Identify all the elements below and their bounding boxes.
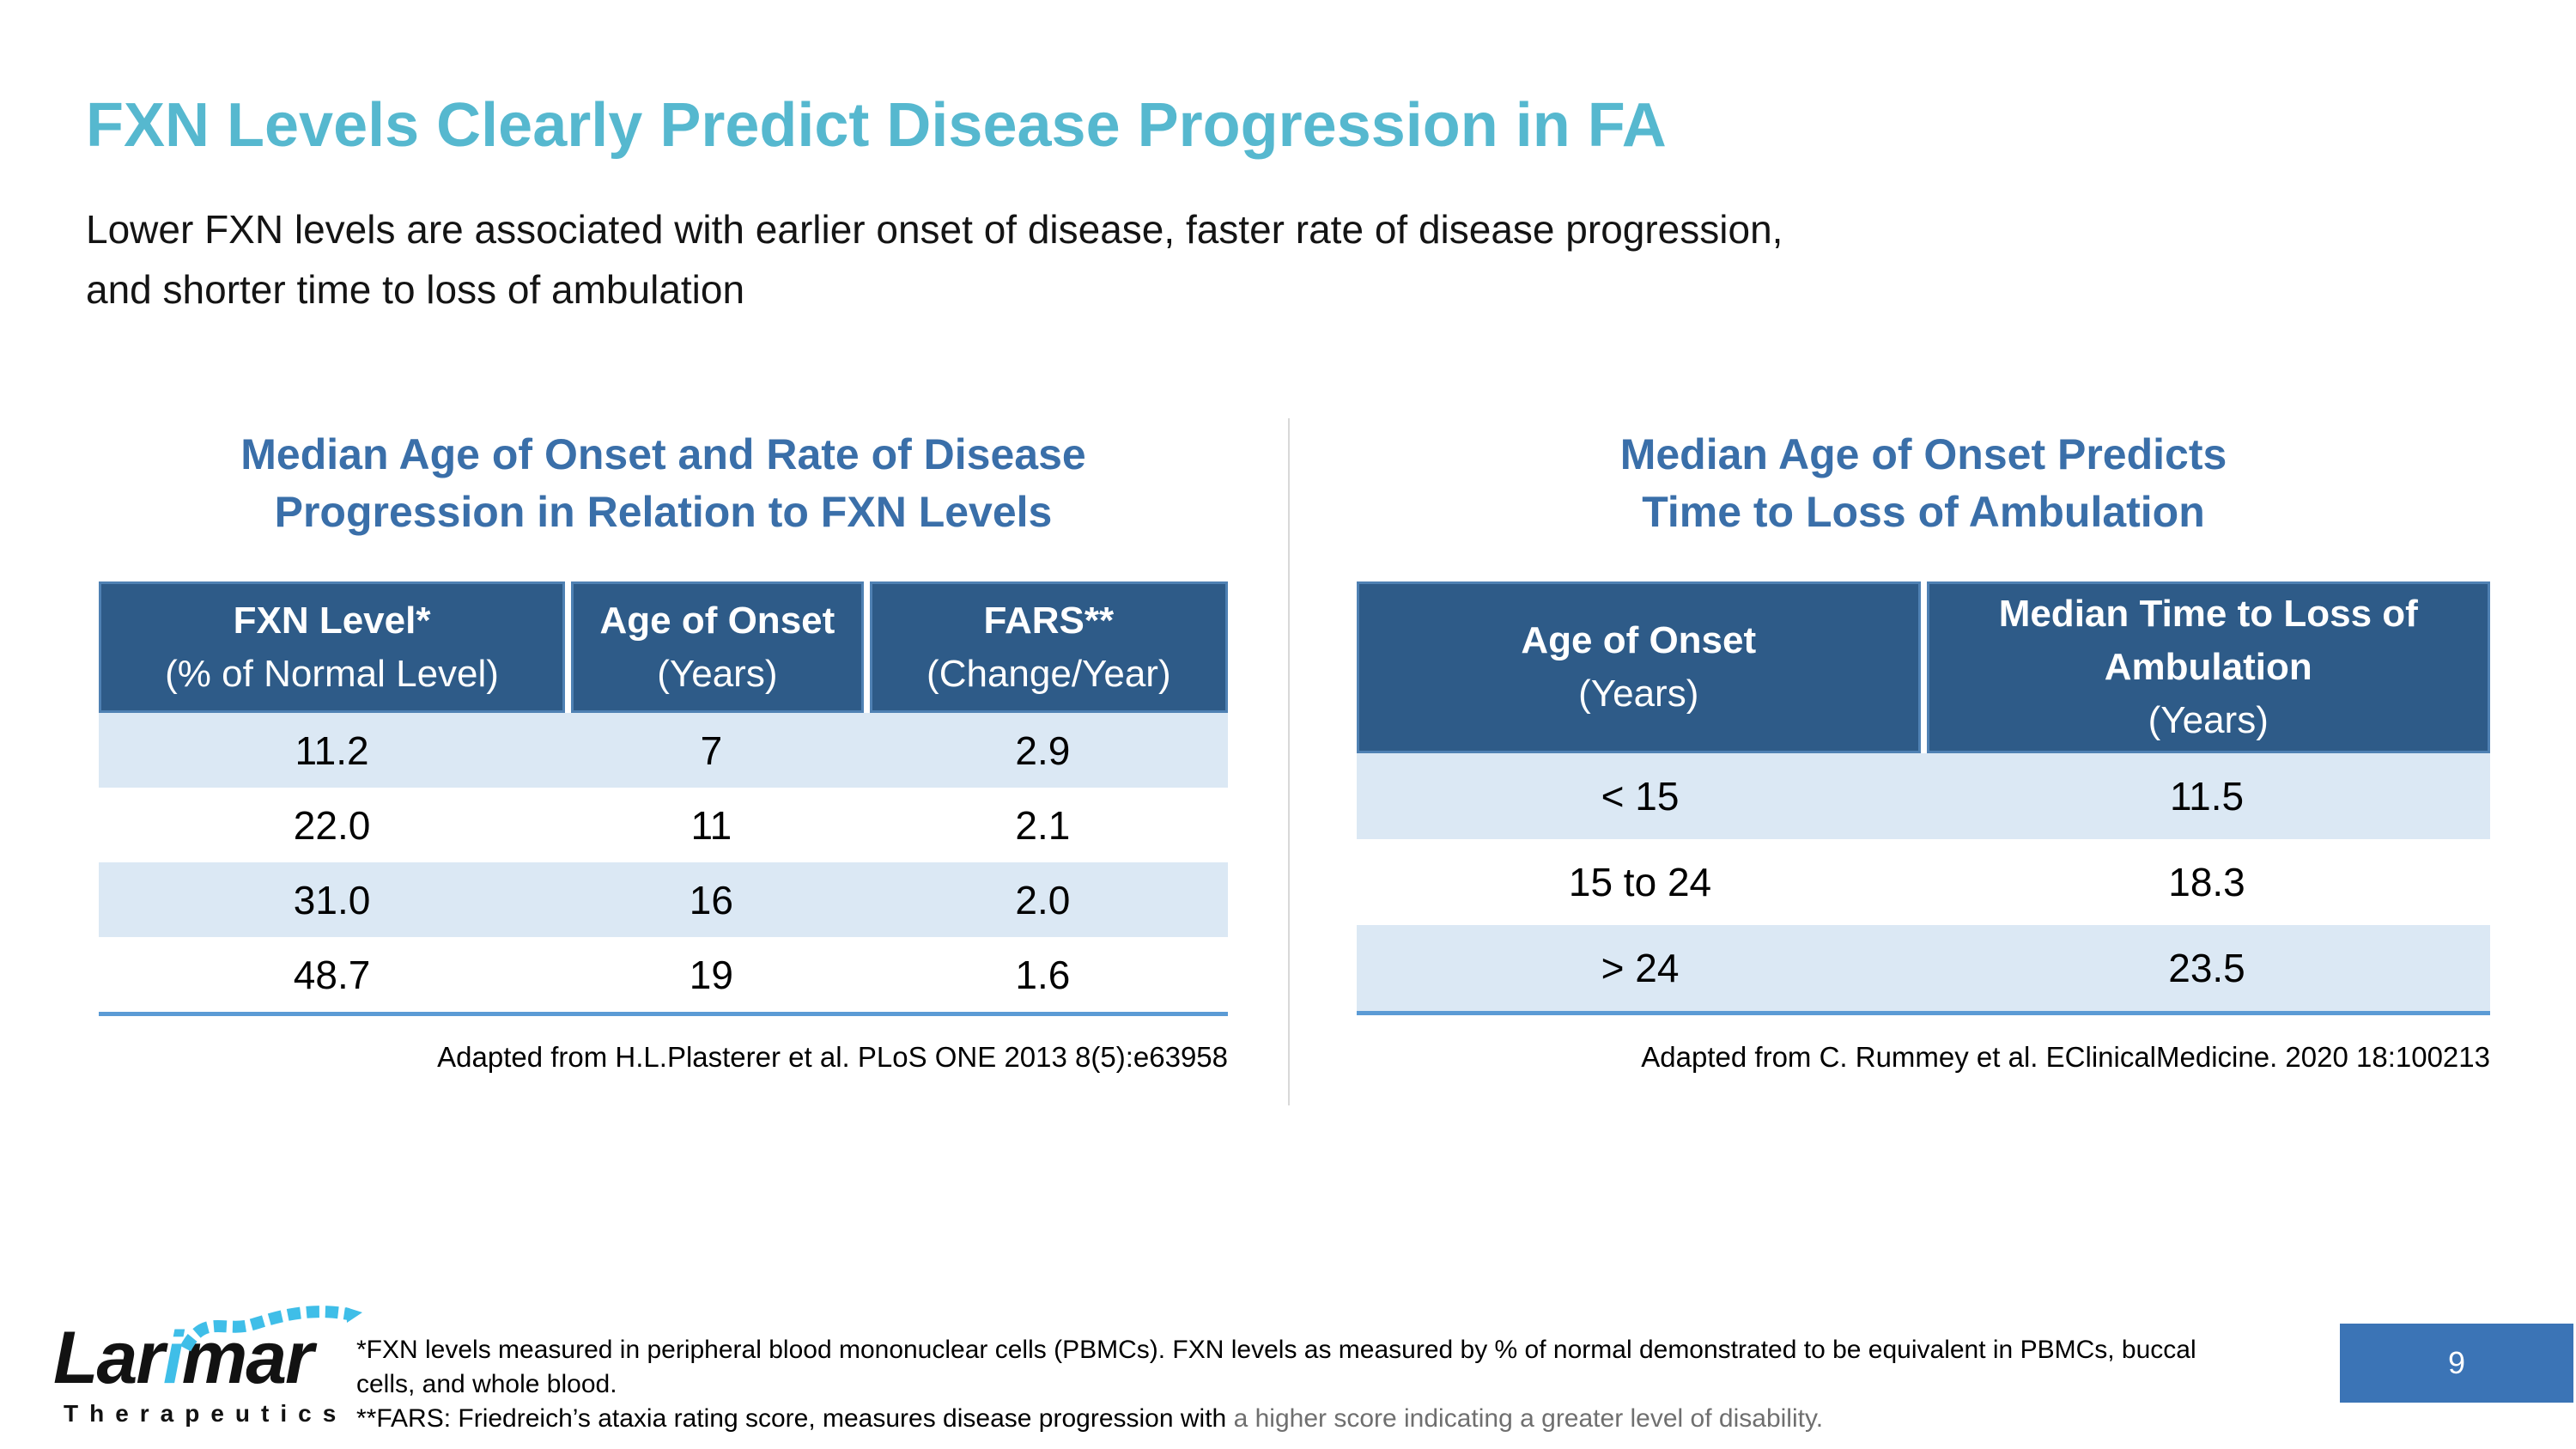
table-cell: 11.5 bbox=[2169, 774, 2245, 819]
table-cell: 7 bbox=[700, 728, 723, 773]
table-cell: > 24 bbox=[1601, 946, 1680, 990]
header-cell-fxn-level: FXN Level* (% of Normal Level) bbox=[99, 581, 566, 713]
header-sub-label: (% of Normal Level) bbox=[165, 652, 499, 695]
larimar-logo: Larimar Therapeutics bbox=[53, 1306, 362, 1428]
slide-subtitle: Lower FXN levels are associated with ear… bbox=[86, 207, 1783, 312]
table-cell: < 15 bbox=[1601, 774, 1680, 819]
footnote-fars-gray: a higher score indicating a greater leve… bbox=[1233, 1404, 1824, 1433]
table-cell: 11 bbox=[690, 802, 732, 848]
right-table-header-row: Age of Onset (Years) Median Time to Loss… bbox=[1357, 581, 2490, 753]
right-table-title: Median Age of Onset Predicts Time to Los… bbox=[1619, 430, 2227, 536]
table-row: 22.0 11 2.1 bbox=[99, 788, 1228, 862]
header-main-label: FXN Level* bbox=[233, 599, 431, 642]
footnote-fars: **FARS: Friedreich’s ataxia rating score… bbox=[356, 1402, 2306, 1436]
table-cell: 48.7 bbox=[293, 952, 371, 997]
header-main-label: Age of Onset bbox=[1521, 619, 1757, 661]
header-sub-label: (Years) bbox=[1578, 673, 1699, 715]
table-cell: 1.6 bbox=[1015, 952, 1071, 997]
table-cell: 2.9 bbox=[1015, 728, 1071, 773]
table-cell: 23.5 bbox=[2168, 946, 2245, 990]
header-main-label: Age of Onset bbox=[599, 599, 835, 642]
footnote-fars-black: **FARS: Friedreich’s ataxia rating score… bbox=[356, 1404, 1234, 1433]
table-cell: 22.0 bbox=[293, 802, 371, 848]
header-main-label: FARS** bbox=[983, 599, 1115, 642]
footnotes: *FXN levels measured in peripheral blood… bbox=[356, 1333, 2306, 1436]
table-cell: 2.1 bbox=[1015, 802, 1071, 848]
table-cell: 16 bbox=[689, 877, 733, 922]
footnote-fxn: *FXN levels measured in peripheral blood… bbox=[356, 1336, 2196, 1398]
left-table: FXN Level* (% of Normal Level) Age of On… bbox=[99, 581, 1228, 1016]
table-bottom-rule bbox=[99, 1012, 1228, 1016]
table-row: 48.7 19 1.6 bbox=[99, 937, 1228, 1012]
table-row: < 15 11.5 bbox=[1357, 753, 2490, 839]
left-table-source-caption: Adapted from H.L.Plasterer et al. PLoS O… bbox=[437, 1041, 1228, 1073]
header-cell-median-time-to-loa: Median Time to Loss of Ambulation (Years… bbox=[1926, 581, 2490, 753]
header-main-label: Median Time to Loss of Ambulation bbox=[1998, 593, 2418, 688]
right-table-source-caption: Adapted from C. Rummey et al. EClinicalM… bbox=[1641, 1041, 2490, 1073]
header-cell-fars: FARS** (Change/Year) bbox=[869, 581, 1228, 713]
header-sub-label: (Years) bbox=[657, 652, 778, 695]
header-cell-age-of-onset: Age of Onset (Years) bbox=[571, 581, 864, 713]
header-cell-age-of-onset: Age of Onset (Years) bbox=[1357, 581, 1921, 753]
table-row: 15 to 24 18.3 bbox=[1357, 839, 2490, 925]
table-row: > 24 23.5 bbox=[1357, 925, 2490, 1011]
table-row: 31.0 16 2.0 bbox=[99, 862, 1228, 937]
logo-text-lar: Lar bbox=[53, 1317, 165, 1399]
logo-helix-icon bbox=[180, 1306, 362, 1352]
page-number-box: 9 bbox=[2340, 1324, 2573, 1403]
header-sub-label: (Change/Year) bbox=[927, 652, 1171, 695]
logo-subtext: Therapeutics bbox=[64, 1400, 348, 1427]
panel-divider-line bbox=[1288, 418, 1290, 1105]
table-row: 11.2 7 2.9 bbox=[99, 713, 1228, 788]
table-cell: 11.2 bbox=[295, 728, 369, 773]
logo-text-i: i bbox=[162, 1317, 184, 1399]
table-cell: 31.0 bbox=[293, 877, 371, 922]
table-cell: 15 to 24 bbox=[1568, 860, 1712, 904]
right-table: Age of Onset (Years) Median Time to Loss… bbox=[1357, 581, 2490, 1015]
left-table-title: Median Age of Onset and Rate of Disease … bbox=[240, 430, 1086, 536]
slide-title: FXN Levels Clearly Predict Disease Progr… bbox=[86, 91, 1667, 160]
left-table-header-row: FXN Level* (% of Normal Level) Age of On… bbox=[99, 581, 1228, 713]
table-cell: 19 bbox=[689, 952, 733, 997]
page-number: 9 bbox=[2447, 1345, 2466, 1380]
header-sub-label: (Years) bbox=[2148, 699, 2269, 741]
logo-wordmark: Larimar bbox=[53, 1306, 362, 1395]
table-cell: 2.0 bbox=[1015, 877, 1071, 922]
table-bottom-rule bbox=[1357, 1011, 2490, 1015]
table-cell: 18.3 bbox=[2168, 860, 2245, 904]
